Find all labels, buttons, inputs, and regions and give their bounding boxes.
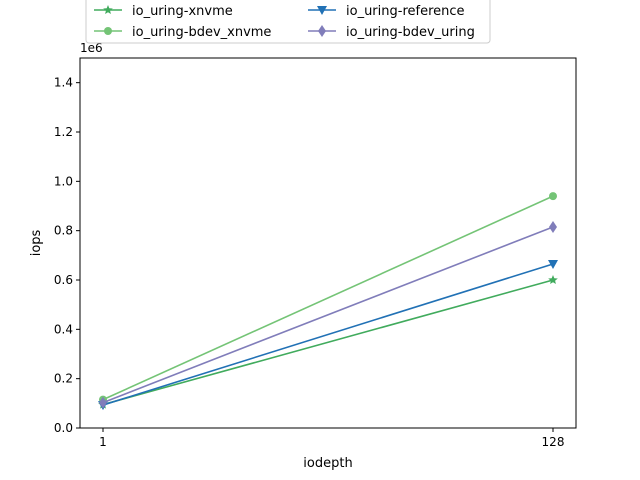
- series-layer: [98, 192, 558, 411]
- series-line: [102, 195, 554, 401]
- series-line: [102, 279, 554, 406]
- y-tick-label: 0.2: [54, 372, 73, 386]
- legend-item: io_uring-xnvme: [94, 4, 233, 19]
- y-tick-label: 0.4: [54, 322, 73, 336]
- y-tick-label: 0.0: [54, 421, 73, 435]
- x-tick-label: 128: [542, 435, 565, 449]
- legend-label: io_uring-xnvme: [132, 4, 233, 19]
- legend-marker: [318, 25, 326, 37]
- legend: io_uring-xnvme io_uring-bdev_xnvme io_urin…: [85, 0, 491, 44]
- legend-marker: [103, 5, 113, 14]
- series-line: [102, 263, 554, 406]
- x-tick-label: 1: [99, 435, 107, 449]
- data-point: [548, 275, 558, 284]
- data-point: [99, 396, 107, 409]
- legend-marker: [317, 6, 327, 15]
- y-axis: 0.0 0.2 0.4 0.6 0.8 1.0 1.2 1.4: [54, 76, 80, 435]
- legend-box: [85, 0, 491, 44]
- y-tick-label: 1.0: [54, 174, 73, 188]
- data-point: [549, 192, 557, 201]
- legend-label: io_uring-bdev_uring: [346, 25, 475, 40]
- legend-item: io_uring-bdev_xnvme: [94, 25, 271, 40]
- y-offset-label: 1e6: [80, 41, 103, 55]
- legend-item: io_uring-reference: [308, 4, 465, 19]
- data-point: [548, 260, 558, 269]
- y-tick-label: 1.2: [54, 125, 73, 139]
- legend-label: io_uring-bdev_xnvme: [132, 25, 271, 40]
- data-point: [549, 221, 557, 233]
- legend-marker: [104, 27, 112, 35]
- plot-area: [79, 57, 577, 429]
- y-tick-label: 1.4: [54, 76, 73, 90]
- series-io_uring-bdev_uring: [99, 221, 557, 409]
- y-tick-label: 0.8: [54, 224, 73, 238]
- y-tick-label: 0.6: [54, 273, 73, 287]
- x-axis-label: iodepth: [303, 456, 352, 471]
- legend-label: io_uring-reference: [346, 4, 465, 19]
- x-axis: 1 128: [99, 428, 564, 449]
- series-line: [102, 226, 554, 404]
- y-axis-label: iops: [29, 229, 44, 256]
- legend-item: io_uring-bdev_uring: [308, 25, 475, 40]
